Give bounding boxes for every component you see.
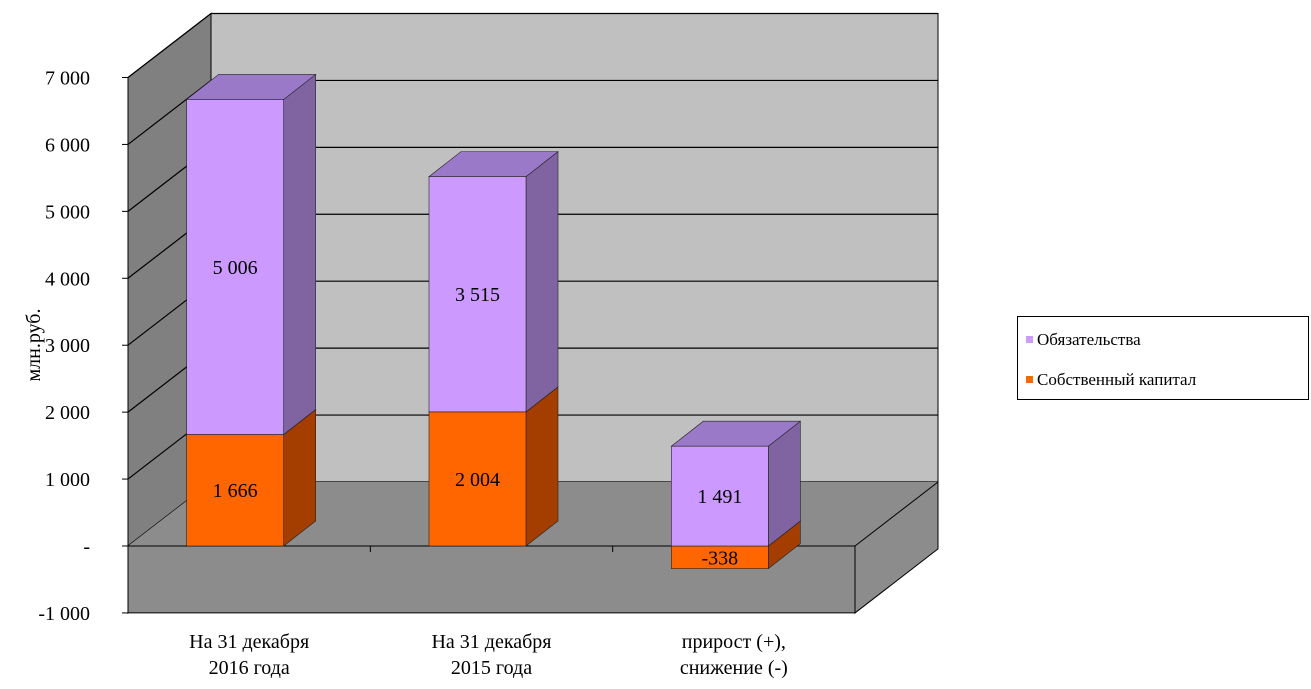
legend-item-liabilities: Обязательства — [1026, 330, 1141, 350]
data-label-liabilities: 5 006 — [213, 257, 258, 279]
y-axis-label: млн.руб. — [23, 309, 45, 382]
data-label-liabilities: 1 491 — [697, 486, 742, 508]
floor-side — [854, 480, 939, 614]
bar-liabilities — [428, 176, 527, 413]
legend-swatch-liabilities — [1026, 336, 1033, 343]
bar-side-liabilities — [283, 73, 316, 436]
y-tick-label: - — [83, 536, 90, 558]
x-category-label: На 31 декабря 2016 года — [189, 631, 309, 679]
y-tick-label: 4 000 — [45, 268, 90, 290]
bar-equity — [186, 434, 284, 547]
back-wall — [210, 12, 939, 483]
x-category-line: 2015 года — [451, 657, 532, 679]
x-category-line: На 31 декабря — [189, 631, 309, 653]
bar-side-equity — [525, 386, 559, 547]
y-tick-label: 6 000 — [45, 134, 90, 156]
y-tick-label: -1 000 — [38, 603, 90, 625]
y-tick-label: 2 000 — [45, 402, 90, 424]
bar-liabilities — [186, 99, 284, 435]
gridline-depth — [127, 13, 212, 78]
bar-side-liabilities — [525, 150, 559, 413]
bar-liabilities — [671, 445, 769, 547]
legend-swatch-equity — [1026, 376, 1033, 383]
data-label-equity: 1 666 — [213, 480, 258, 502]
x-category-label: На 31 декабря 2015 года — [431, 631, 551, 679]
legend-label-equity: Собственный капитал — [1037, 370, 1197, 389]
legend-label-liabilities: Обязательства — [1037, 330, 1141, 349]
gridlines — [127, 12, 938, 547]
y-tick-label: 5 000 — [45, 201, 90, 223]
x-category-line: 2016 года — [209, 657, 290, 679]
x-category-line: снижение (-) — [680, 657, 788, 679]
x-category-label: прирост (+), снижение (-) — [680, 631, 788, 679]
bar-equity — [428, 411, 527, 547]
x-axis-categories: На 31 декабря 2016 года На 31 декабря 2015 … — [189, 631, 788, 679]
x-category-line: На 31 декабря — [431, 631, 551, 653]
y-tick-label: 7 000 — [45, 67, 90, 89]
data-label-equity: -338 — [701, 547, 738, 569]
y-tick-label: 1 000 — [45, 469, 90, 491]
legend-item-equity: Собственный капитал — [1026, 370, 1196, 390]
data-label-equity: 2 004 — [455, 469, 500, 491]
legend: Обязательства Собственный капитал — [1017, 316, 1309, 400]
bars: 1 666 5 006 2 004 3 515 -338 1 491 — [185, 73, 802, 569]
y-tick-label: 3 000 — [45, 335, 90, 357]
y-axis-ticks: 7 000 6 000 5 000 4 000 3 000 2 000 1 000 - -1 0… — [38, 67, 128, 625]
data-label-liabilities: 3 515 — [455, 284, 500, 306]
x-category-line: прирост (+), — [682, 631, 786, 653]
